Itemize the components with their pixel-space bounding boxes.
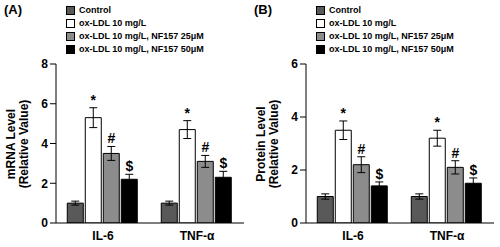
svg-text:#: # [201, 139, 209, 155]
svg-text:4: 4 [41, 137, 48, 151]
html-text:ox-LDL 10 mg/L, NF157 50μM: ox-LDL 10 mg/L, NF157 50μM [79, 44, 204, 54]
html-text:Control: Control [79, 5, 111, 15]
html-text:ox-LDL 10 mg/L, NF157 50μM: ox-LDL 10 mg/L, NF157 50μM [329, 44, 454, 54]
svg-text:0: 0 [41, 216, 48, 230]
html-text:(B): (B) [254, 2, 272, 17]
svg-text:4: 4 [291, 110, 298, 124]
svg-text:2: 2 [41, 177, 48, 191]
svg-text:$: $ [125, 158, 133, 174]
html-text:ox-LDL 10 mg/L, NF157 25μM: ox-LDL 10 mg/L, NF157 25μM [79, 31, 204, 41]
svg-text:*: * [185, 105, 191, 121]
html-text:(Relative Value): (Relative Value) [267, 99, 281, 188]
html-text:Protein Level: Protein Level [254, 105, 268, 182]
svg-text:$: $ [469, 162, 477, 178]
svg-text:0: 0 [291, 216, 298, 230]
svg-text:#: # [451, 145, 459, 161]
html-text:Control: Control [329, 5, 361, 15]
html-text:mRNA Level: mRNA Level [4, 108, 18, 179]
svg-text:TNF-α: TNF-α [180, 229, 215, 243]
svg-text:6: 6 [41, 97, 48, 111]
html-text:ox-LDL 10 mg/L: ox-LDL 10 mg/L [329, 18, 397, 28]
svg-text:IL-6: IL-6 [92, 229, 114, 243]
svg-text:IL-6: IL-6 [342, 229, 364, 243]
svg-text:$: $ [219, 155, 227, 171]
svg-text:*: * [341, 105, 347, 121]
svg-text:8: 8 [41, 57, 48, 71]
html-text:(A): (A) [4, 2, 22, 17]
svg-text:*: * [91, 92, 97, 108]
svg-text:TNF-α: TNF-α [430, 229, 465, 243]
svg-text:6: 6 [291, 57, 298, 71]
html-text:ox-LDL 10 mg/L, NF157 25μM: ox-LDL 10 mg/L, NF157 25μM [329, 31, 454, 41]
svg-text:2: 2 [291, 163, 298, 177]
svg-text:*: * [435, 114, 441, 130]
svg-text:#: # [107, 130, 115, 146]
html-text:(Relative Value): (Relative Value) [17, 99, 31, 188]
html-text:ox-LDL 10 mg/L: ox-LDL 10 mg/L [79, 18, 147, 28]
svg-text:#: # [357, 141, 365, 157]
svg-text:$: $ [375, 166, 383, 182]
